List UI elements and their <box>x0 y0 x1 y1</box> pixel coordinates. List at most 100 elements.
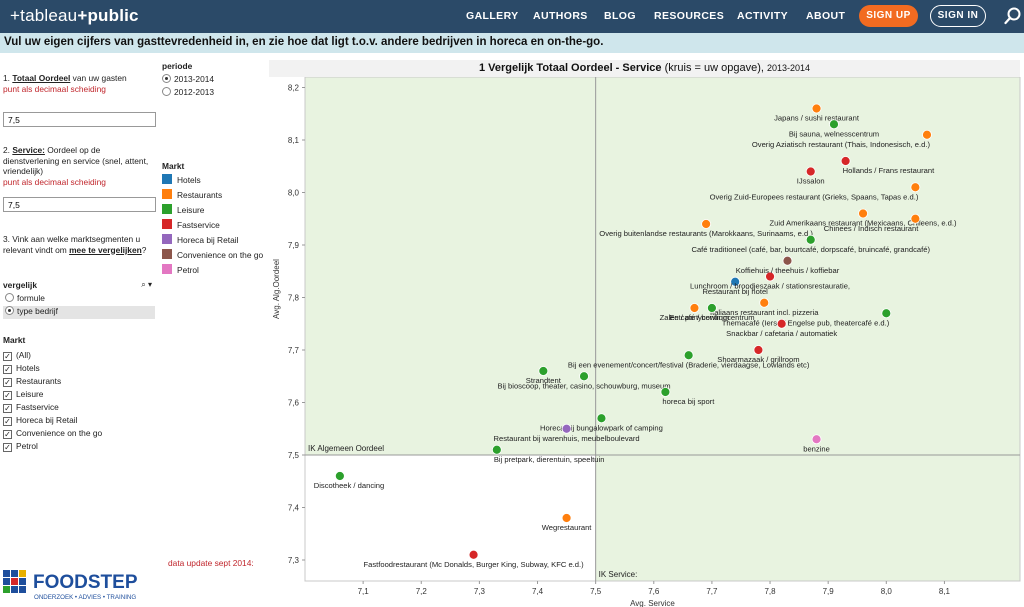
data-point[interactable] <box>922 129 932 140</box>
data-point[interactable] <box>829 119 839 130</box>
y-axis-label: Avg. Alg.Oordeel <box>272 259 281 319</box>
data-point[interactable] <box>910 213 921 224</box>
markt-checkbox-label: Leisure <box>16 389 44 399</box>
checkbox-checked-icon[interactable]: ✓ <box>3 365 12 374</box>
markt-checkbox-item[interactable]: ✓ Hotels <box>3 363 155 376</box>
data-point[interactable] <box>805 234 816 245</box>
legend-item[interactable]: Hotels <box>162 174 267 189</box>
checkbox-checked-icon[interactable]: ✓ <box>3 443 12 452</box>
nav-link-blog[interactable]: BLOG <box>604 10 636 22</box>
legend-swatch <box>162 264 172 274</box>
data-point[interactable] <box>689 303 700 313</box>
data-point-label: Themacafé (Ierse / Engelse pub, theaterc… <box>722 318 890 327</box>
q2-text: Oordeel op de dienstverlening en service… <box>3 145 149 176</box>
legend-item[interactable]: Convenience on the go <box>162 249 267 264</box>
data-point-label: Zuid Amerikaans restaurant (Mexicaans, C… <box>770 219 957 228</box>
vergelijk-option-type-bedrijf[interactable]: type bedrijf <box>3 306 155 319</box>
data-point[interactable] <box>701 219 711 229</box>
markt-filter: Markt ✓ (All) ✓ Hotels ✓ Restaurants ✓ Leisure ✓… <box>3 335 155 454</box>
checkbox-checked-icon[interactable]: ✓ <box>3 417 12 426</box>
x-tick-label: 8,0 <box>881 587 893 596</box>
periode-option-2012-2013[interactable]: 2012-2013 <box>162 87 262 100</box>
markt-checkbox-item[interactable]: ✓ Convenience on the go <box>3 428 155 441</box>
data-point[interactable] <box>805 166 816 177</box>
markt-checkbox-label: Fastservice <box>16 402 59 412</box>
data-point[interactable] <box>334 471 345 481</box>
chart-title-bar: 1 Vergelijk Totaal Oordeel - Service (kr… <box>269 60 1020 77</box>
data-point[interactable] <box>561 513 572 523</box>
data-point[interactable] <box>538 366 549 376</box>
nav-link-activity[interactable]: ACTIVITY <box>737 10 789 22</box>
data-point[interactable] <box>782 255 793 266</box>
data-point-label: Lunchroom / broodjeszaak / stationsresta… <box>690 282 850 291</box>
radio-icon[interactable] <box>162 87 171 96</box>
data-point-label: Wegrestaurant <box>542 523 593 532</box>
question-2: 2. Service: Oordeel op de dienstverlenin… <box>3 145 153 187</box>
markt-checkbox-item[interactable]: ✓ (All) <box>3 350 155 363</box>
legend-item[interactable]: Leisure <box>162 204 267 219</box>
checkbox-checked-icon[interactable]: ✓ <box>3 404 12 413</box>
data-point[interactable] <box>753 345 764 355</box>
filter-search-icon[interactable]: ⌕ ▾ <box>141 280 152 289</box>
nav-link-authors[interactable]: AUTHORS <box>533 10 588 22</box>
total-score-input[interactable] <box>3 112 156 127</box>
data-point-label: benzine <box>803 444 830 453</box>
tableau-public-logo[interactable]: +tableau+public <box>10 6 139 26</box>
data-point[interactable] <box>858 208 868 219</box>
data-point[interactable] <box>840 156 851 166</box>
data-point[interactable] <box>491 444 502 455</box>
sign-in-button[interactable]: SIGN IN <box>930 5 986 27</box>
nav-link-resources[interactable]: RESOURCES <box>654 10 725 22</box>
radio-selected-icon[interactable] <box>162 74 171 83</box>
data-point[interactable] <box>910 182 921 193</box>
periode-option-2013-2014[interactable]: 2013-2014 <box>162 74 262 87</box>
markt-checkbox-item[interactable]: ✓ Leisure <box>3 389 155 402</box>
radio-icon[interactable] <box>5 293 14 302</box>
reference-y-label: IK Algemeen Oordeel <box>308 444 384 453</box>
markt-checkbox-item[interactable]: ✓ Horeca bij Retail <box>3 415 155 428</box>
data-point[interactable] <box>707 303 717 313</box>
data-point[interactable] <box>660 387 671 397</box>
markt-checkbox-item[interactable]: ✓ Fastservice <box>3 402 155 415</box>
data-point[interactable] <box>811 434 822 445</box>
data-point[interactable] <box>776 318 787 329</box>
data-point[interactable] <box>468 549 479 560</box>
data-point-label: horeca bij sport <box>662 397 715 406</box>
data-point[interactable] <box>881 308 892 319</box>
data-point[interactable] <box>596 413 607 424</box>
checkbox-checked-icon[interactable]: ✓ <box>3 391 12 400</box>
markt-checkbox-item[interactable]: ✓ Petrol <box>3 441 155 454</box>
legend-label: Hotels <box>177 175 201 185</box>
legend-item[interactable]: Horeca bij Retail <box>162 234 267 249</box>
markt-checkbox-label: Restaurants <box>16 376 62 386</box>
checkbox-checked-icon[interactable]: ✓ <box>3 378 12 387</box>
markt-filter-title: Markt <box>3 335 26 345</box>
quadrant-bottom-right <box>595 455 1020 581</box>
nav-link-gallery[interactable]: GALLERY <box>466 10 519 22</box>
periode-label: periode <box>162 61 193 71</box>
x-tick-label: 7,1 <box>358 587 370 596</box>
legend-item[interactable]: Fastservice <box>162 219 267 234</box>
data-point-label: Italiaans restaurant incl. pizzeria <box>710 308 819 317</box>
checkbox-checked-icon[interactable]: ✓ <box>3 352 12 361</box>
data-point[interactable] <box>765 271 775 282</box>
chart-title-suffix: (kruis = uw opgave), <box>661 62 768 74</box>
radio-selected-icon[interactable] <box>5 306 14 315</box>
legend-label: Convenience on the go <box>177 250 264 260</box>
data-point[interactable] <box>730 276 741 287</box>
nav-link-about[interactable]: ABOUT <box>806 10 846 22</box>
reference-x-label: IK Service: <box>599 570 638 579</box>
data-point[interactable] <box>683 350 694 361</box>
vergelijk-option-formule[interactable]: formule <box>3 293 155 306</box>
data-point[interactable] <box>811 103 822 114</box>
legend-item[interactable]: Petrol <box>162 264 267 279</box>
checkbox-checked-icon[interactable]: ✓ <box>3 430 12 439</box>
legend-item[interactable]: Restaurants <box>162 189 267 204</box>
markt-checkbox-item[interactable]: ✓ Restaurants <box>3 376 155 389</box>
data-point[interactable] <box>579 371 589 382</box>
data-point[interactable] <box>759 297 770 308</box>
search-icon[interactable] <box>1004 6 1022 26</box>
data-point[interactable] <box>561 423 572 434</box>
service-score-input[interactable] <box>3 197 156 212</box>
sign-up-button[interactable]: SIGN UP <box>859 5 918 27</box>
